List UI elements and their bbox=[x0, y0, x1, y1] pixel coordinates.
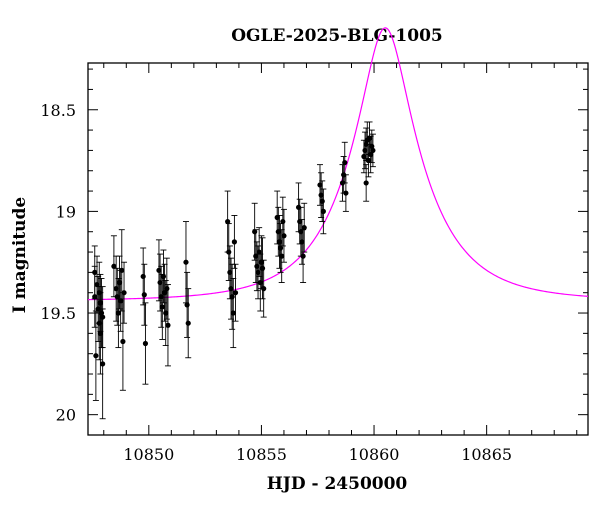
x-tick-label: 10865 bbox=[461, 445, 512, 464]
data-marker bbox=[142, 340, 149, 347]
axis-ticks bbox=[88, 63, 588, 436]
y-tick-label: 20 bbox=[56, 406, 76, 425]
y-tick-label: 19 bbox=[56, 202, 76, 221]
data-marker bbox=[261, 286, 267, 292]
data-point bbox=[159, 273, 166, 340]
data-point bbox=[142, 302, 149, 385]
data-point bbox=[121, 261, 128, 324]
data-point bbox=[231, 215, 238, 269]
data-marker bbox=[343, 190, 349, 196]
x-tick-label: 10850 bbox=[123, 445, 174, 464]
data-point bbox=[113, 255, 120, 322]
model-curve-group bbox=[87, 27, 589, 301]
data-point bbox=[91, 265, 98, 328]
data-marker bbox=[160, 273, 167, 280]
data-point bbox=[182, 221, 189, 304]
x-tick-label: 10855 bbox=[236, 445, 287, 464]
data-point bbox=[280, 208, 287, 263]
x-tick-label: 10860 bbox=[349, 445, 400, 464]
data-marker bbox=[280, 218, 286, 225]
data-marker bbox=[229, 294, 235, 300]
data-marker bbox=[320, 208, 326, 214]
data-marker bbox=[230, 310, 236, 316]
data-marker bbox=[256, 249, 262, 255]
data-point bbox=[118, 229, 125, 312]
data-point bbox=[369, 133, 376, 168]
data-point bbox=[164, 284, 171, 367]
data-marker bbox=[232, 290, 239, 296]
data-marker bbox=[111, 263, 117, 269]
y-tick-label: 19.5 bbox=[40, 304, 76, 323]
data-marker bbox=[226, 249, 232, 255]
chart-title: OGLE-2025-BLG-1005 bbox=[231, 26, 443, 46]
data-marker bbox=[159, 304, 165, 310]
data-marker bbox=[185, 320, 191, 326]
data-marker bbox=[121, 290, 127, 296]
data-point bbox=[185, 288, 192, 359]
data-marker bbox=[140, 273, 146, 280]
data-marker bbox=[319, 198, 325, 204]
data-point bbox=[320, 188, 327, 235]
data-marker bbox=[183, 259, 189, 265]
data-marker bbox=[115, 310, 122, 316]
data-marker bbox=[281, 233, 287, 239]
data-marker bbox=[164, 286, 170, 292]
data-marker bbox=[100, 314, 106, 320]
data-marker bbox=[165, 322, 171, 328]
data-marker bbox=[141, 292, 147, 298]
plot-frame bbox=[87, 62, 589, 436]
data-points-group bbox=[91, 121, 376, 420]
data-point bbox=[342, 174, 349, 212]
data-marker bbox=[119, 267, 125, 273]
plot-area bbox=[87, 27, 589, 436]
data-point bbox=[230, 278, 237, 349]
data-point bbox=[363, 164, 370, 202]
data-marker bbox=[300, 253, 306, 259]
y-tick-labels: 18.5 19 19.5 20 bbox=[40, 101, 76, 425]
data-point bbox=[260, 259, 267, 318]
model-curve bbox=[87, 27, 589, 301]
data-point bbox=[365, 143, 372, 178]
data-marker bbox=[100, 361, 106, 367]
data-marker bbox=[92, 294, 98, 300]
y-tick-label: 18.5 bbox=[40, 101, 76, 120]
data-marker bbox=[184, 302, 190, 308]
data-marker bbox=[301, 225, 307, 231]
data-marker bbox=[279, 253, 285, 259]
data-point bbox=[341, 141, 348, 184]
data-marker bbox=[93, 353, 99, 359]
data-marker bbox=[259, 265, 266, 271]
data-point bbox=[115, 278, 122, 349]
data-marker bbox=[370, 147, 376, 154]
data-marker bbox=[365, 157, 372, 164]
data-point bbox=[141, 263, 148, 326]
y-axis-label: I magnitude bbox=[10, 197, 30, 314]
data-point bbox=[92, 310, 99, 401]
data-marker bbox=[342, 160, 348, 166]
x-axis-label: HJD - 2450000 bbox=[267, 474, 408, 494]
data-point bbox=[99, 286, 106, 349]
data-point bbox=[301, 202, 308, 253]
data-marker bbox=[231, 239, 237, 245]
data-marker bbox=[120, 338, 126, 345]
data-point bbox=[232, 263, 239, 322]
x-tick-labels: 10850 10855 10860 10865 bbox=[123, 445, 512, 464]
data-marker bbox=[225, 218, 231, 225]
data-point bbox=[278, 229, 285, 283]
data-marker bbox=[363, 180, 369, 186]
